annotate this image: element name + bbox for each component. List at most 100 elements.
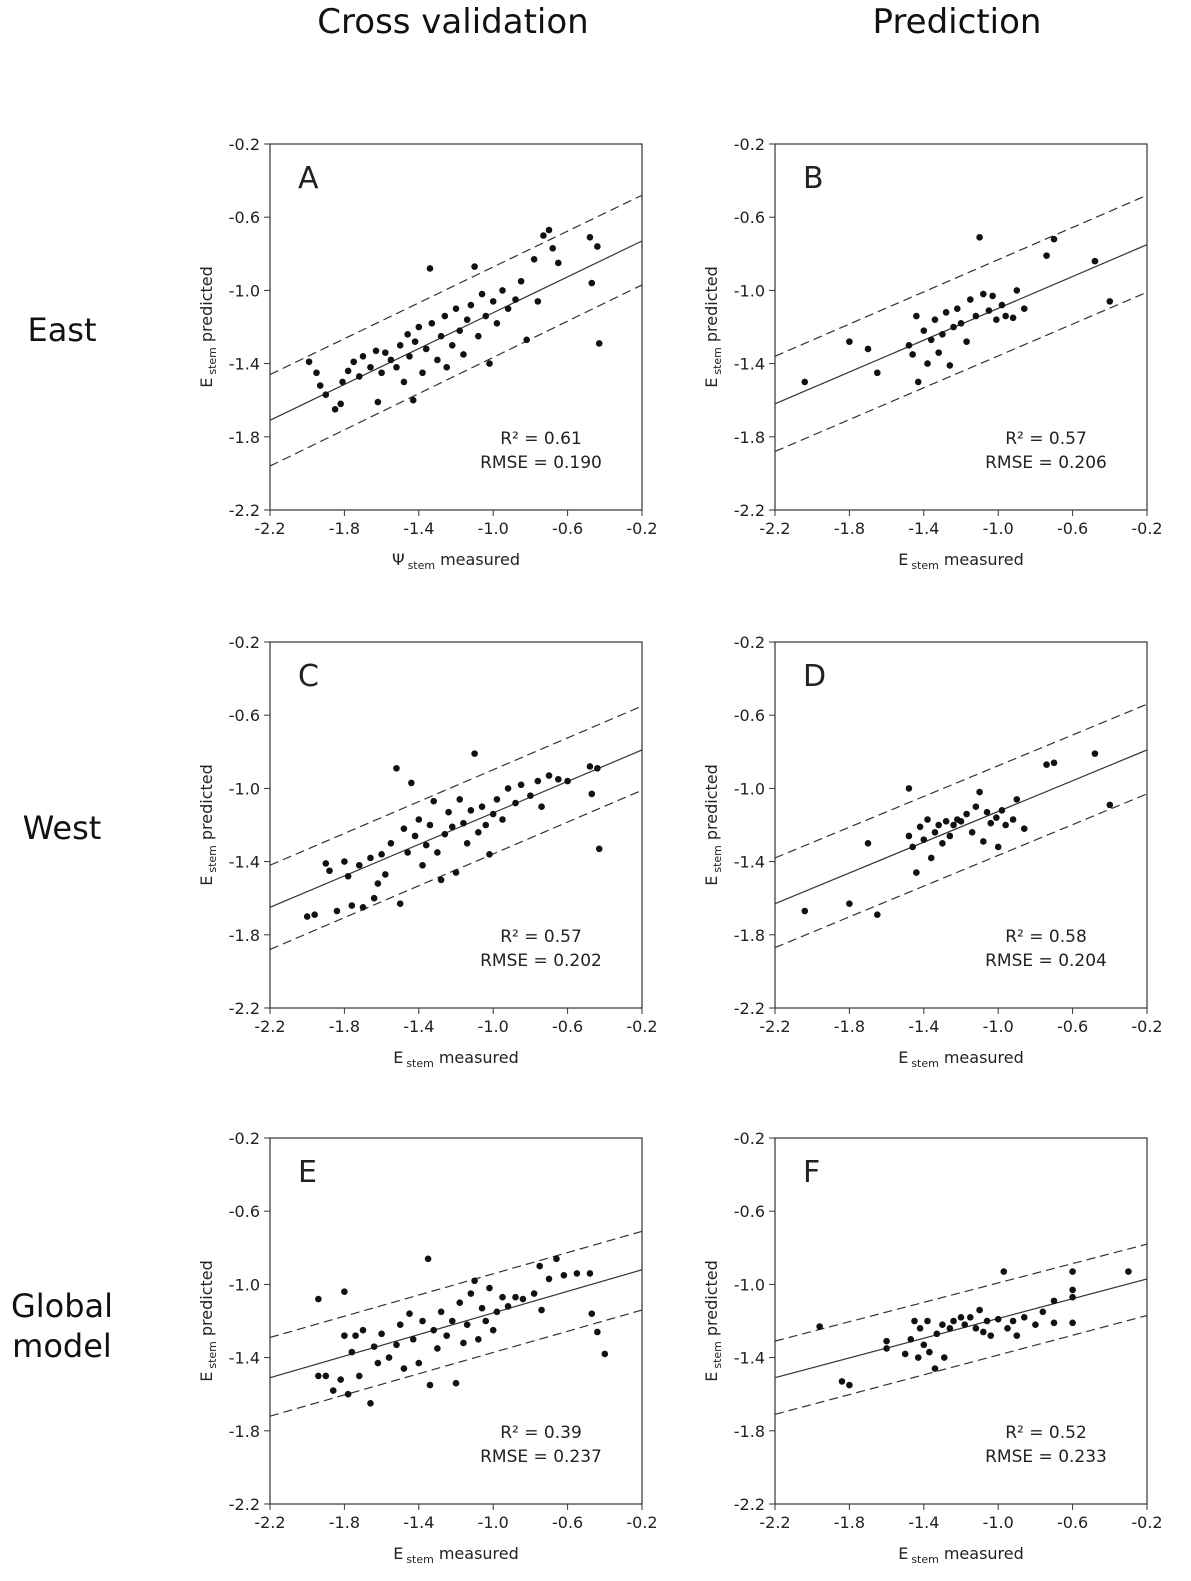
label-subscript: stem	[911, 1057, 939, 1070]
label-text: predicted	[197, 1260, 216, 1336]
stat-annotation: RMSE = 0.190	[480, 453, 602, 473]
label-symbol: E	[702, 876, 721, 886]
data-point	[601, 1350, 609, 1358]
data-point	[411, 338, 419, 345]
ylabel-label: Estem predicted	[197, 266, 219, 388]
data-point	[378, 369, 385, 377]
x-tick-label: -1.4	[908, 1017, 939, 1036]
label-symbol: E	[197, 378, 216, 388]
data-point	[504, 785, 512, 792]
x-tick-label: -0.6	[552, 1017, 583, 1036]
y-tick-label: -1.4	[734, 1349, 765, 1368]
y-tick-label: -2.2	[734, 1495, 765, 1514]
x-tick-label: -0.6	[1057, 1513, 1088, 1532]
data-point	[950, 821, 957, 829]
data-point	[905, 785, 913, 792]
data-point	[913, 869, 920, 876]
label-text: measured	[944, 1544, 1024, 1563]
y-tick-label: -1.8	[734, 926, 765, 945]
data-point	[1013, 1332, 1021, 1339]
x-tick-label: -1.8	[329, 1513, 360, 1532]
data-point	[460, 819, 467, 827]
data-point	[1000, 1268, 1008, 1275]
data-point	[801, 378, 809, 386]
panel: -2.2 -1.8 -1.4 -1.0 -0.6 -0.2 -2.2 -1.8 -1.4 -1.0…	[197, 1129, 658, 1566]
x-tick-label: -0.6	[552, 1513, 583, 1532]
ylabel-label: Estem predicted	[702, 266, 724, 388]
data-point	[1020, 825, 1028, 832]
data-point	[367, 363, 374, 371]
column-title: Cross validation	[317, 2, 589, 42]
data-point	[337, 400, 344, 408]
data-point	[1050, 759, 1058, 767]
data-point	[400, 378, 408, 386]
fit-line	[774, 194, 1148, 357]
panel: -2.2 -1.8 -1.4 -1.0 -0.6 -0.2 -2.2 -1.8 -1.4 -1.0…	[702, 135, 1163, 572]
data-point	[437, 876, 445, 884]
data-point	[942, 309, 950, 316]
data-point	[801, 907, 809, 915]
data-point	[1106, 298, 1114, 305]
label-subscript: stem	[911, 559, 939, 572]
label-symbol: Ψ	[392, 550, 405, 569]
data-point	[475, 829, 482, 836]
data-point	[396, 342, 404, 349]
data-point	[916, 823, 924, 831]
data-point	[341, 1288, 348, 1296]
label-symbol: E	[702, 378, 721, 388]
data-point	[555, 259, 562, 267]
y-tick-label: -1.8	[734, 428, 765, 447]
stat-annotation: RMSE = 0.204	[985, 951, 1107, 971]
data-point	[406, 352, 413, 360]
data-point	[534, 298, 542, 305]
data-point	[329, 1387, 337, 1394]
data-point	[939, 840, 946, 847]
stat-annotation: R² = 0.61	[500, 429, 582, 449]
data-point	[415, 816, 423, 823]
panel-label: B	[803, 161, 824, 196]
ylabel-label: Estem predicted	[702, 764, 724, 886]
stat-annotation: R² = 0.52	[1005, 1423, 1087, 1443]
data-point	[419, 1317, 426, 1325]
data-point	[452, 869, 460, 876]
data-point	[419, 369, 426, 377]
data-point	[422, 841, 430, 849]
data-point	[946, 362, 954, 369]
data-point	[939, 331, 946, 338]
data-point	[486, 360, 493, 367]
data-point	[846, 1381, 853, 1389]
data-point	[482, 1317, 490, 1325]
panel-label: D	[803, 659, 826, 694]
data-point	[352, 1332, 359, 1339]
panel-label: E	[298, 1155, 317, 1190]
x-tick-label: -2.2	[759, 1513, 790, 1532]
data-point	[499, 1293, 506, 1301]
data-point	[303, 913, 311, 920]
y-tick-label: -1.8	[734, 1422, 765, 1441]
data-point	[322, 860, 330, 867]
plot-frame	[269, 641, 643, 1009]
data-point	[911, 1317, 918, 1325]
panel: -2.2 -1.8 -1.4 -1.0 -0.6 -0.2 -2.2 -1.8 -1.4 -1.0…	[197, 633, 658, 1070]
data-point	[441, 312, 449, 320]
data-point	[1020, 305, 1028, 313]
data-point	[920, 836, 928, 843]
data-point	[1002, 312, 1009, 320]
y-tick-label: -0.2	[229, 135, 260, 154]
fit-line	[269, 749, 643, 908]
x-tick-label: -1.4	[403, 1017, 434, 1036]
data-point	[905, 832, 913, 840]
data-point	[385, 1354, 393, 1361]
data-point	[1091, 750, 1099, 757]
panel-label: C	[298, 659, 319, 694]
label-subscript: stem	[406, 1057, 434, 1070]
x-tick-label: -1.4	[908, 1513, 939, 1532]
data-point	[486, 850, 493, 858]
data-point	[452, 1379, 460, 1387]
y-tick-label: -1.4	[229, 355, 260, 374]
data-point	[419, 861, 426, 869]
label-symbol: E	[393, 1544, 403, 1563]
x-tick-label: -1.0	[478, 1017, 509, 1036]
data-point	[393, 363, 400, 371]
